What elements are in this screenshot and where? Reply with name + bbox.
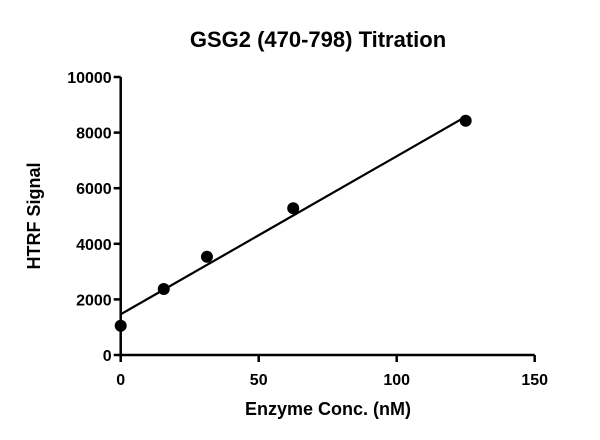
axes: 0 2000 4000 6000 8000 10000 0 50 100 150 <box>67 70 548 389</box>
x-tick-label: 100 <box>383 372 410 389</box>
y-axis-label: HTRF Signal <box>24 163 44 270</box>
chart-title: GSG2 (470-798) Titration <box>190 27 446 52</box>
x-tick-label: 0 <box>116 372 125 389</box>
marks <box>114 114 472 332</box>
data-point <box>157 283 170 296</box>
x-axis-label: Enzyme Conc. (nM) <box>245 399 411 419</box>
y-tick-label: 10000 <box>67 70 112 87</box>
x-tick-label: 150 <box>521 372 548 389</box>
fit-line <box>120 115 467 316</box>
y-tick-label: 0 <box>103 348 112 365</box>
y-tick-label: 6000 <box>76 181 112 198</box>
y-tick-label: 8000 <box>76 126 112 143</box>
y-tick-label: 2000 <box>76 292 112 309</box>
data-point <box>459 114 472 127</box>
data-point <box>114 319 127 332</box>
x-tick-label: 50 <box>250 372 268 389</box>
data-point <box>200 250 213 263</box>
y-tick-label: 4000 <box>76 237 112 254</box>
data-point <box>287 202 300 215</box>
